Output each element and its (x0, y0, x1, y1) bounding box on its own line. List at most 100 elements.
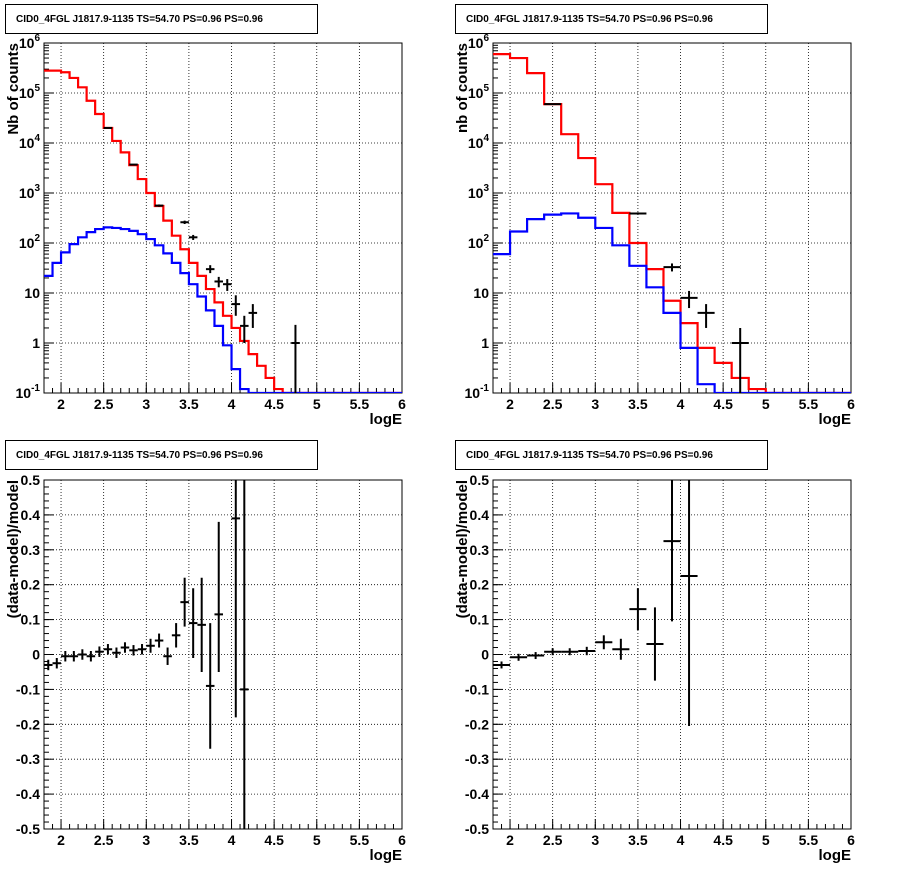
y-tick-label: -0.5 (16, 821, 40, 837)
data-point (646, 607, 664, 681)
data-point (171, 623, 181, 648)
panel-title-1: CID0_4FGL J1817.9-1135 TS=54.70 PS=0.96 … (5, 4, 318, 34)
y-tick-label: 105 (468, 83, 490, 101)
plot-frame (43, 479, 403, 830)
series-line-2 (44, 226, 402, 393)
data-point (120, 642, 130, 653)
x-tick-label: 3.5 (628, 832, 648, 848)
data-point (52, 657, 62, 669)
data-point (129, 645, 138, 656)
y-tick-label: -0.5 (465, 821, 489, 837)
minor-ticks (43, 479, 403, 830)
y-tick-label: 10-1 (16, 383, 41, 401)
x-tick-label: 3.5 (179, 832, 199, 848)
plot-area (44, 480, 249, 829)
data-point (180, 220, 189, 224)
y-tick-label: -0.1 (465, 681, 489, 697)
x-tick-label: 4 (677, 396, 685, 412)
y-tick-label: 0.2 (21, 577, 41, 593)
x-tick-label: 4 (228, 832, 236, 848)
y-axis-title: (data-model)/model (454, 480, 471, 618)
y-tick-label: -0.1 (16, 681, 40, 697)
y-tick-label: 104 (19, 133, 41, 151)
data-point (680, 290, 698, 309)
data-point (163, 647, 172, 665)
y-tick-label: 105 (19, 83, 41, 101)
data-point (103, 644, 113, 655)
x-tick-label: 2.5 (543, 396, 563, 412)
plot-area (44, 69, 402, 393)
data-point (231, 480, 241, 718)
x-tick-label: 5.5 (799, 832, 819, 848)
data-point (663, 480, 681, 622)
y-tick-label: -0.2 (465, 716, 489, 732)
data-point (612, 638, 630, 660)
x-tick-label: 4.5 (264, 396, 284, 412)
data-point (129, 163, 138, 166)
x-tick-label: 3.5 (628, 396, 648, 412)
data-point (510, 653, 528, 661)
data-point (78, 649, 87, 660)
data-point (154, 204, 164, 207)
panel-title-3: CID0_4FGL J1817.9-1135 TS=54.70 PS=0.96 … (5, 440, 318, 470)
y-tick-label: 102 (468, 233, 490, 251)
x-tick-label: 5 (313, 832, 321, 848)
plot-frame (43, 42, 403, 394)
data-point (61, 651, 70, 662)
series-line-1 (44, 69, 402, 393)
y-tick-label: -0.3 (16, 751, 40, 767)
y-tick-label: 0.5 (21, 472, 41, 488)
x-tick-label: 6 (847, 396, 855, 412)
data-point (205, 265, 215, 274)
data-point (231, 295, 241, 316)
x-tick-label: 5.5 (350, 832, 370, 848)
data-point (561, 648, 579, 656)
data-point (697, 304, 715, 328)
x-tick-label: 5 (762, 832, 770, 848)
data-point (95, 646, 104, 657)
x-tick-label: 2 (57, 396, 65, 412)
data-point (44, 659, 53, 671)
y-tick-label: 0.1 (470, 612, 490, 628)
y-tick-label: 0.4 (21, 507, 41, 523)
y-tick-label: 0.5 (470, 472, 490, 488)
plot-frame (492, 42, 852, 394)
y-tick-label: 104 (468, 133, 490, 151)
plot-area (493, 52, 851, 393)
y-tick-label: -0.4 (465, 786, 489, 802)
x-tick-label: 3 (591, 832, 599, 848)
y-tick-label: 0.3 (21, 542, 41, 558)
data-point (214, 276, 223, 288)
data-point (69, 651, 79, 662)
data-point (578, 646, 596, 656)
data-point (493, 661, 511, 669)
panel-3: 2 2.5 3 3.5 4 4.5 5 5.5 6 -0.5 -0.4 -0.3 -0.2 -0.1 0 0.… (5, 472, 406, 864)
x-tick-label: 6 (398, 832, 406, 848)
x-tick-label: 5.5 (350, 396, 370, 412)
y-tick-label: -0.3 (465, 751, 489, 767)
x-tick-label: 4 (228, 396, 236, 412)
panel-title-4: CID0_4FGL J1817.9-1135 TS=54.70 PS=0.96 … (455, 440, 768, 470)
y-tick-label: 0 (481, 647, 489, 663)
x-tick-label: 2.5 (543, 832, 563, 848)
x-tick-label: 4.5 (713, 396, 733, 412)
data-point (223, 279, 232, 291)
x-axis-title: logE (819, 847, 852, 864)
y-tick-label: 0.3 (470, 542, 490, 558)
y-tick-label: -0.2 (16, 716, 40, 732)
x-tick-label: 3.5 (179, 396, 199, 412)
panel-4: 2 2.5 3 3.5 4 4.5 5 5.5 6 -0.5 -0.4 -0.3 -0.2 -0.1 0 0.… (454, 472, 855, 864)
minor-ticks (492, 44, 852, 393)
x-tick-label: 6 (398, 396, 406, 412)
plot-area (493, 480, 698, 727)
data-point (731, 327, 749, 393)
y-axis-title: Nb of counts (5, 43, 22, 135)
data-point (629, 588, 647, 631)
x-tick-label: 2.5 (94, 832, 114, 848)
data-point (680, 480, 698, 727)
y-tick-label: -0.4 (16, 786, 40, 802)
y-axis-title: (data-model)/model (5, 480, 22, 618)
data-point (214, 521, 223, 672)
data-point (248, 304, 258, 328)
y-tick-label: 0.4 (470, 507, 490, 523)
